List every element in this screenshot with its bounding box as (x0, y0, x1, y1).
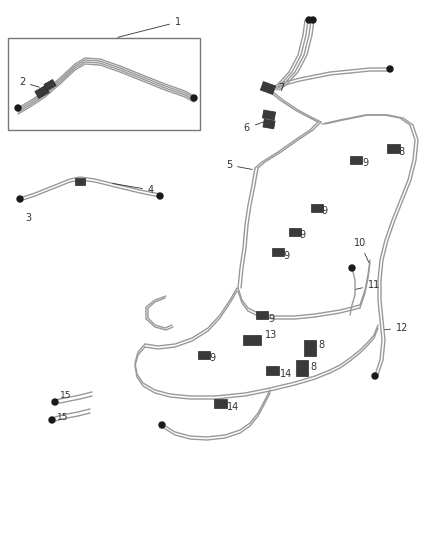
Circle shape (306, 17, 312, 23)
Bar (272, 248, 284, 256)
Text: 9: 9 (362, 158, 368, 168)
Text: 9: 9 (321, 206, 327, 216)
Text: 9: 9 (283, 251, 289, 261)
Bar (8, 38, 200, 130)
Bar (289, 228, 301, 236)
Text: 9: 9 (299, 230, 305, 240)
Text: 1: 1 (118, 17, 181, 37)
Text: 4: 4 (113, 183, 154, 195)
Text: 13: 13 (254, 330, 277, 340)
Bar (35, 85, 49, 99)
Bar (386, 143, 399, 152)
Bar (243, 335, 261, 345)
Text: 11: 11 (356, 280, 380, 290)
Circle shape (387, 66, 393, 72)
Circle shape (191, 95, 197, 101)
Bar (198, 351, 210, 359)
Text: 9: 9 (268, 314, 274, 324)
Circle shape (372, 373, 378, 379)
Text: 9: 9 (209, 353, 215, 363)
Circle shape (49, 417, 55, 423)
Text: 3: 3 (25, 213, 31, 223)
Text: 8: 8 (318, 340, 324, 350)
Circle shape (349, 265, 355, 271)
Circle shape (157, 193, 163, 199)
Bar (296, 360, 308, 376)
Circle shape (15, 105, 21, 111)
Text: 7: 7 (278, 83, 284, 93)
Bar (311, 204, 323, 212)
Bar (256, 311, 268, 319)
Bar (263, 119, 275, 129)
Text: 6: 6 (244, 121, 266, 133)
Text: 14: 14 (280, 369, 292, 379)
Bar (44, 79, 56, 91)
Bar (75, 177, 85, 184)
Bar (213, 399, 226, 408)
Circle shape (310, 17, 316, 23)
Text: 10: 10 (354, 238, 369, 262)
Text: 12: 12 (385, 323, 408, 333)
Circle shape (159, 422, 165, 428)
Text: 8: 8 (398, 147, 404, 157)
Text: 15: 15 (60, 391, 71, 400)
Text: 15: 15 (57, 413, 68, 422)
Text: 8: 8 (310, 362, 316, 372)
Bar (260, 82, 276, 94)
Circle shape (52, 399, 58, 405)
Bar (304, 340, 316, 356)
Circle shape (17, 196, 23, 202)
Bar (262, 110, 276, 120)
Bar (350, 156, 362, 164)
Text: 2: 2 (19, 77, 39, 87)
Text: 14: 14 (227, 402, 239, 412)
Bar (265, 366, 279, 375)
Text: 5: 5 (226, 160, 252, 170)
